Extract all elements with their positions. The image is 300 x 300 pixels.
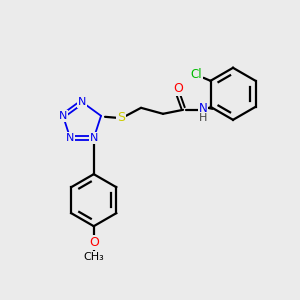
Text: N: N [90,133,98,143]
Text: N: N [59,111,67,121]
Text: S: S [117,111,125,124]
Text: CH₃: CH₃ [83,252,104,262]
Text: N: N [66,133,74,143]
Text: Cl: Cl [191,68,202,81]
Text: H: H [199,113,207,123]
Text: N: N [199,102,207,115]
Text: O: O [173,82,183,95]
Text: O: O [89,236,99,249]
Text: N: N [78,97,86,107]
